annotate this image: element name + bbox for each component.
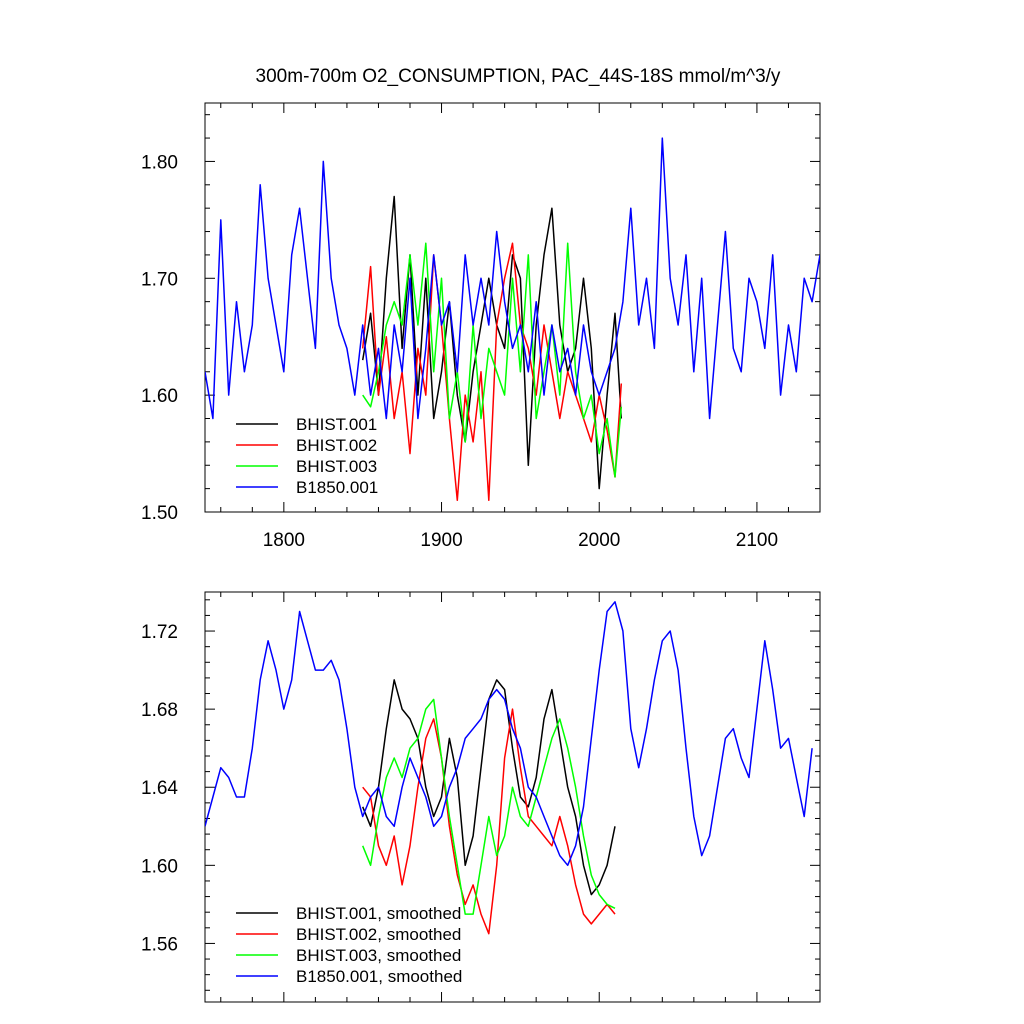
top-panel-legend: BHIST.001 BHIST.002 BHIST.003 B1850.001: [236, 415, 378, 497]
x-tick-label: 2000: [578, 530, 620, 551]
y-tick-label: 1.70: [141, 269, 178, 290]
bottom-panel: 1.56 1.60 1.64 1.68 1.72 BHIST.001, smoothed…: [141, 591, 821, 1003]
y-tick-label: 1.60: [141, 386, 178, 407]
series-line-bhist-002-smoothed: [362, 708, 616, 935]
top-panel-series: [205, 137, 820, 502]
bottom-panel-series: [205, 601, 813, 935]
bottom-panel-frame: [204, 591, 821, 1003]
top-panel-title: 300m-700m O2_CONSUMPTION, PAC_44S-18S mm…: [256, 66, 781, 87]
series-line-b1850-001-smoothed: [205, 601, 813, 867]
legend-label: B1850.001: [296, 478, 378, 497]
bottom-panel-legend: BHIST.001, smoothed BHIST.002, smoothed BH…: [236, 904, 462, 986]
series-line-bhist-001: [361, 195, 623, 490]
legend-label: BHIST.003, smoothed: [296, 946, 461, 965]
legend-label: B1850.001, smoothed: [296, 967, 462, 986]
top-panel-frame: [204, 102, 821, 513]
y-tick-label: 1.60: [141, 856, 178, 877]
series-line-bhist-003: [362, 242, 623, 478]
y-tick-label: 1.68: [141, 700, 178, 721]
legend-label: BHIST.002, smoothed: [296, 925, 461, 944]
legend-label: BHIST.003: [296, 457, 377, 476]
x-tick-label: 2100: [736, 530, 778, 551]
top-panel: 300m-700m O2_CONSUMPTION, PAC_44S-18S mm…: [141, 66, 821, 551]
legend-label: BHIST.001, smoothed: [296, 904, 461, 923]
y-tick-label: 1.56: [141, 934, 178, 955]
series-line-bhist-002: [361, 242, 623, 502]
y-tick-label: 1.64: [141, 778, 178, 799]
legend-label: BHIST.002: [296, 436, 377, 455]
bottom-panel-ticks: 1.56 1.60 1.64 1.68 1.72: [141, 592, 821, 1002]
top-panel-ticks: 1800 1900 2000 2100 1.50 1.60 1.70 1.80: [141, 103, 821, 551]
y-tick-label: 1.72: [141, 622, 178, 643]
series-line-b1850-001: [205, 137, 820, 420]
series-line-bhist-003-smoothed: [362, 698, 616, 915]
y-tick-label: 1.50: [141, 503, 178, 524]
y-tick-label: 1.80: [141, 152, 178, 173]
x-tick-label: 1900: [420, 530, 462, 551]
x-tick-label: 1800: [263, 530, 305, 551]
legend-label: BHIST.001: [296, 415, 377, 434]
